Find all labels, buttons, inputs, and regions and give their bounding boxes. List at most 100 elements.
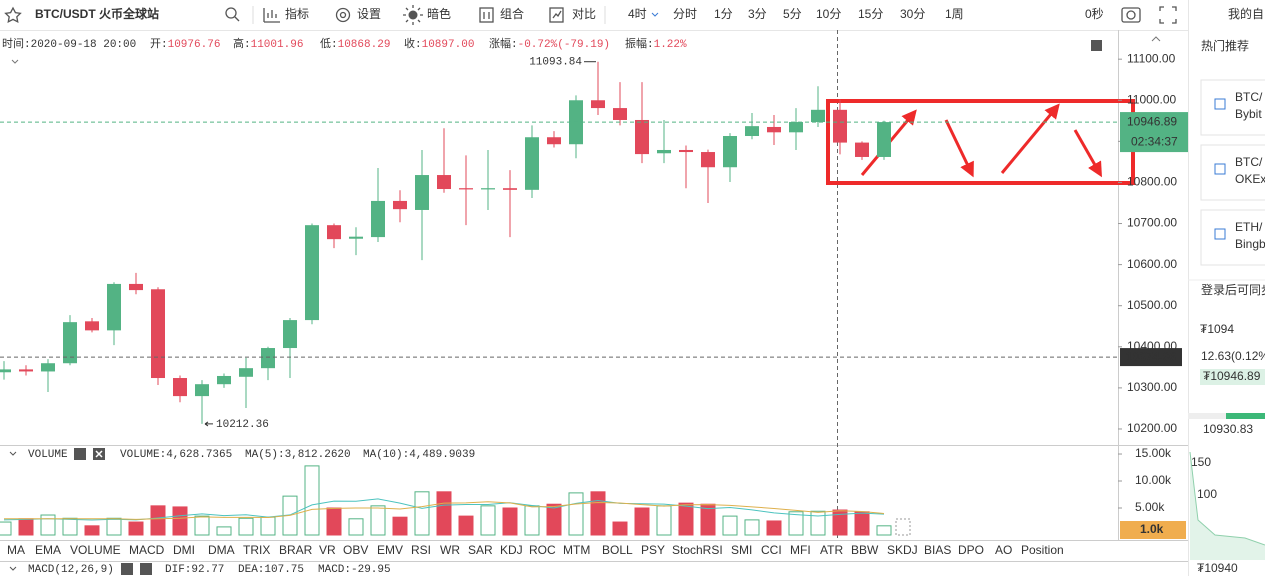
settings-icon[interactable] — [335, 7, 351, 23]
volume-bar — [810, 510, 826, 536]
combo-icon[interactable] — [479, 7, 494, 23]
tool-button[interactable]: 指标 — [285, 6, 309, 21]
interval-button[interactable]: 分时 — [673, 7, 697, 21]
candle-body — [239, 368, 253, 377]
card[interactable] — [1200, 79, 1265, 136]
theme-icon[interactable] — [408, 10, 418, 20]
indicator-tab[interactable]: RSI — [411, 543, 431, 557]
candle-body — [459, 188, 473, 190]
pair-name[interactable]: BTC/ — [1235, 155, 1263, 169]
indicator-tab[interactable]: StochRSI — [672, 543, 723, 557]
expand-button[interactable] — [1091, 40, 1102, 51]
star-icon[interactable] — [4, 6, 22, 23]
info-item: 开:10976.76 — [150, 38, 220, 51]
interval-button[interactable]: 4时 — [628, 7, 647, 21]
pane-caret[interactable] — [11, 59, 19, 64]
settings-button[interactable] — [74, 448, 86, 460]
indicator-tab[interactable]: WR — [440, 543, 460, 557]
volume-bar — [634, 507, 650, 536]
indicator-tab[interactable]: MACD — [129, 543, 165, 557]
pending-volume-bar — [895, 518, 911, 536]
fullscreen-icon[interactable] — [1159, 6, 1177, 24]
info-value: 1.22% — [654, 39, 687, 51]
info-value: 10976.76 — [168, 39, 221, 51]
exchange-name[interactable]: Bybit — [1235, 107, 1262, 121]
checkbox[interactable] — [1214, 163, 1226, 175]
indicator-tab[interactable]: VR — [319, 543, 336, 557]
compare-icon[interactable] — [549, 7, 564, 23]
indicator-tab[interactable]: BIAS — [924, 543, 951, 557]
pane-caret[interactable] — [9, 566, 17, 571]
indicator-tab[interactable]: MFI — [790, 543, 811, 557]
indicator-tab[interactable]: SMI — [731, 543, 752, 557]
volume-bar — [722, 515, 738, 536]
volume-bar — [480, 505, 496, 536]
indicator-tab[interactable]: EMV — [377, 543, 403, 557]
depth-tick: 100 — [1197, 487, 1217, 501]
indicator-tab[interactable]: DPO — [958, 543, 984, 557]
indicator-tab[interactable]: ROC — [529, 543, 556, 557]
interval-button[interactable]: 3分 — [748, 7, 767, 21]
tool-button[interactable]: 设置 — [357, 7, 381, 21]
checkbox[interactable] — [1214, 98, 1226, 110]
search-icon[interactable] — [225, 7, 237, 19]
volume-bar — [414, 491, 430, 536]
indicator-tab[interactable]: MTM — [563, 543, 590, 557]
card[interactable] — [1200, 209, 1265, 266]
indicator-tab[interactable]: PSY — [641, 543, 665, 557]
pane-caret[interactable] — [9, 451, 17, 456]
legend-entry: MA(5):3,812.2620 — [245, 449, 351, 461]
indicator-icon[interactable] — [263, 8, 280, 23]
settings-button[interactable] — [121, 563, 133, 575]
indicator-tab[interactable]: KDJ — [500, 543, 523, 557]
pair-name[interactable]: ETH/ — [1235, 220, 1263, 234]
exchange-name[interactable]: Bingb — [1235, 237, 1265, 251]
indicator-tab[interactable]: DMA — [208, 543, 235, 557]
tool-button[interactable]: 暗色 — [427, 6, 451, 21]
indicator-tab[interactable]: CCI — [761, 543, 782, 557]
interval-button[interactable]: 15分 — [858, 7, 883, 21]
symbol[interactable]: BTC/USDT 火币全球站 — [35, 6, 159, 21]
exchange-name[interactable]: OKEx — [1235, 172, 1265, 186]
indicator-tab[interactable]: TRIX — [243, 543, 270, 557]
interval-button[interactable]: 30分 — [900, 7, 925, 21]
volume-tag-label: 1.0k — [1140, 522, 1164, 536]
countdown: 0秒 — [1085, 7, 1104, 21]
min-leader — [204, 421, 213, 427]
indicator-tab[interactable]: BBW — [851, 543, 879, 557]
indicator-tab[interactable]: ATR — [820, 543, 843, 557]
interval-button[interactable]: 10分 — [816, 7, 841, 21]
interval-button[interactable]: 1周 — [945, 7, 964, 21]
indicator-tab[interactable]: DMI — [173, 543, 195, 557]
macd-value: DEA:107.75 — [238, 564, 304, 576]
indicator-tab[interactable]: SAR — [468, 543, 493, 557]
card[interactable] — [1200, 144, 1265, 201]
panel-change: 12.63(0.12% — [1201, 349, 1265, 363]
tool-button[interactable]: 组合 — [500, 6, 524, 21]
indicator-tab[interactable]: MA — [7, 543, 25, 557]
tool-button[interactable]: 对比 — [572, 7, 596, 21]
dropdown-caret[interactable] — [651, 12, 659, 17]
collapse-caret[interactable] — [1151, 36, 1161, 42]
volume-bar — [62, 517, 78, 536]
close-button[interactable] — [140, 563, 152, 575]
indicator-tab[interactable]: BOLL — [602, 543, 633, 557]
pair-name[interactable]: BTC/ — [1235, 90, 1263, 104]
panel-header: 我的自 — [1228, 6, 1264, 21]
indicator-tab[interactable]: OBV — [343, 543, 368, 557]
indicator-tab[interactable]: EMA — [35, 543, 61, 557]
indicator-tab[interactable]: BRAR — [279, 543, 313, 557]
checkbox[interactable] — [1214, 228, 1226, 240]
indicator-tab[interactable]: VOLUME — [70, 543, 121, 557]
ma-line — [4, 501, 885, 520]
indicator-tab[interactable]: SKDJ — [887, 543, 918, 557]
info-label: 涨幅: — [489, 37, 518, 51]
volume-tag — [1120, 521, 1186, 539]
camera-icon[interactable] — [1121, 7, 1141, 23]
interval-button[interactable]: 1分 — [714, 7, 733, 21]
interval-button[interactable]: 5分 — [783, 7, 802, 21]
indicator-tab[interactable]: AO — [995, 543, 1012, 557]
indicator-tab[interactable]: Position — [1021, 543, 1064, 557]
candle-body — [305, 225, 319, 321]
